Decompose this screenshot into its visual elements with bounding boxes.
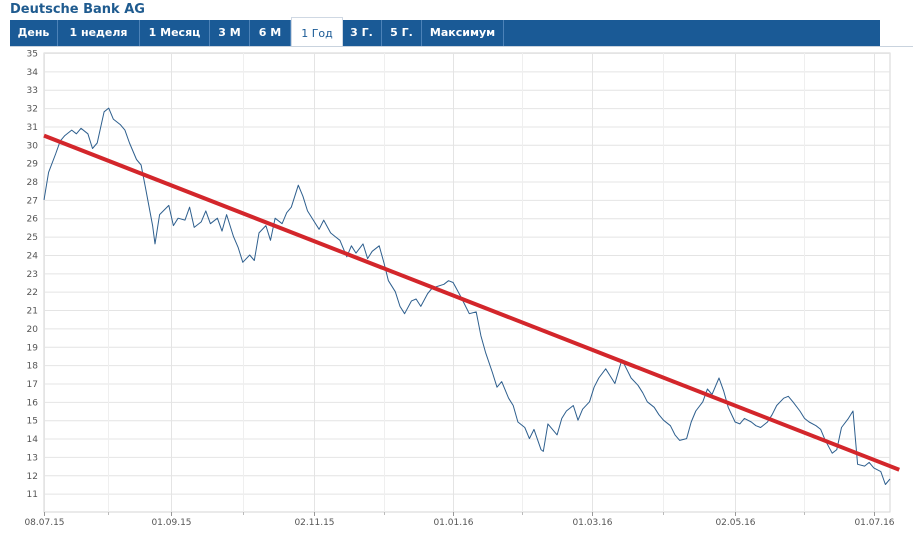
y-tick-label: 35 bbox=[27, 50, 38, 60]
y-tick-label: 14 bbox=[27, 435, 39, 445]
y-tick-label: 25 bbox=[27, 233, 38, 243]
y-tick-label: 29 bbox=[27, 160, 39, 170]
y-tick-label: 16 bbox=[27, 398, 39, 408]
y-tick-label: 15 bbox=[27, 417, 38, 427]
period-tab-bar: День 1 неделя 1 Месяц 3 М 6 М 1 Год 3 Г.… bbox=[10, 17, 880, 47]
trend-line bbox=[43, 133, 900, 472]
y-tick-label: 17 bbox=[27, 380, 38, 390]
tab-3-years[interactable]: 3 Г. bbox=[342, 20, 382, 46]
y-tick-label: 24 bbox=[27, 251, 39, 261]
y-tick-label: 32 bbox=[27, 105, 38, 115]
price-series-line bbox=[43, 107, 891, 485]
x-tick-label: 08.07.15 bbox=[24, 518, 64, 528]
y-tick-label: 31 bbox=[27, 123, 38, 133]
tab-1-week[interactable]: 1 неделя bbox=[58, 20, 140, 46]
y-tick-label: 26 bbox=[27, 215, 39, 225]
tab-maximum[interactable]: Максимум bbox=[422, 20, 504, 46]
tab-1-year[interactable]: 1 Год bbox=[291, 17, 343, 47]
y-tick-label: 18 bbox=[27, 362, 39, 372]
tab-5-years[interactable]: 5 Г. bbox=[382, 20, 422, 46]
tab-1-month[interactable]: 1 Месяц bbox=[140, 20, 210, 46]
x-tick-label: 02.11.15 bbox=[294, 518, 334, 528]
y-tick-label: 23 bbox=[27, 270, 38, 280]
y-tick-label: 34 bbox=[27, 68, 39, 78]
tab-underline bbox=[10, 46, 913, 47]
y-tick-label: 11 bbox=[27, 490, 38, 500]
y-tick-label: 33 bbox=[27, 86, 38, 96]
x-tick-label: 01.09.15 bbox=[151, 518, 191, 528]
y-tick-label: 21 bbox=[27, 307, 38, 317]
y-tick-label: 20 bbox=[27, 325, 39, 335]
y-tick-label: 22 bbox=[27, 288, 38, 298]
x-tick-label: 01.01.16 bbox=[433, 518, 473, 528]
y-tick-label: 28 bbox=[27, 178, 39, 188]
y-tick-label: 12 bbox=[27, 472, 38, 482]
tab-3-months[interactable]: 3 М bbox=[210, 20, 250, 46]
x-tick-label: 02.05.16 bbox=[715, 518, 755, 528]
y-tick-label: 19 bbox=[27, 343, 39, 353]
page-title: Deutsche Bank AG bbox=[10, 2, 145, 17]
x-tick-label: 01.07.16 bbox=[854, 518, 894, 528]
x-tick-label: 01.03.16 bbox=[572, 518, 612, 528]
plot-area bbox=[43, 52, 891, 513]
y-tick-label: 30 bbox=[27, 141, 39, 151]
tab-day[interactable]: День bbox=[10, 20, 58, 46]
y-tick-label: 13 bbox=[27, 453, 38, 463]
tab-6-months[interactable]: 6 М bbox=[250, 20, 291, 46]
y-tick-label: 27 bbox=[27, 196, 38, 206]
